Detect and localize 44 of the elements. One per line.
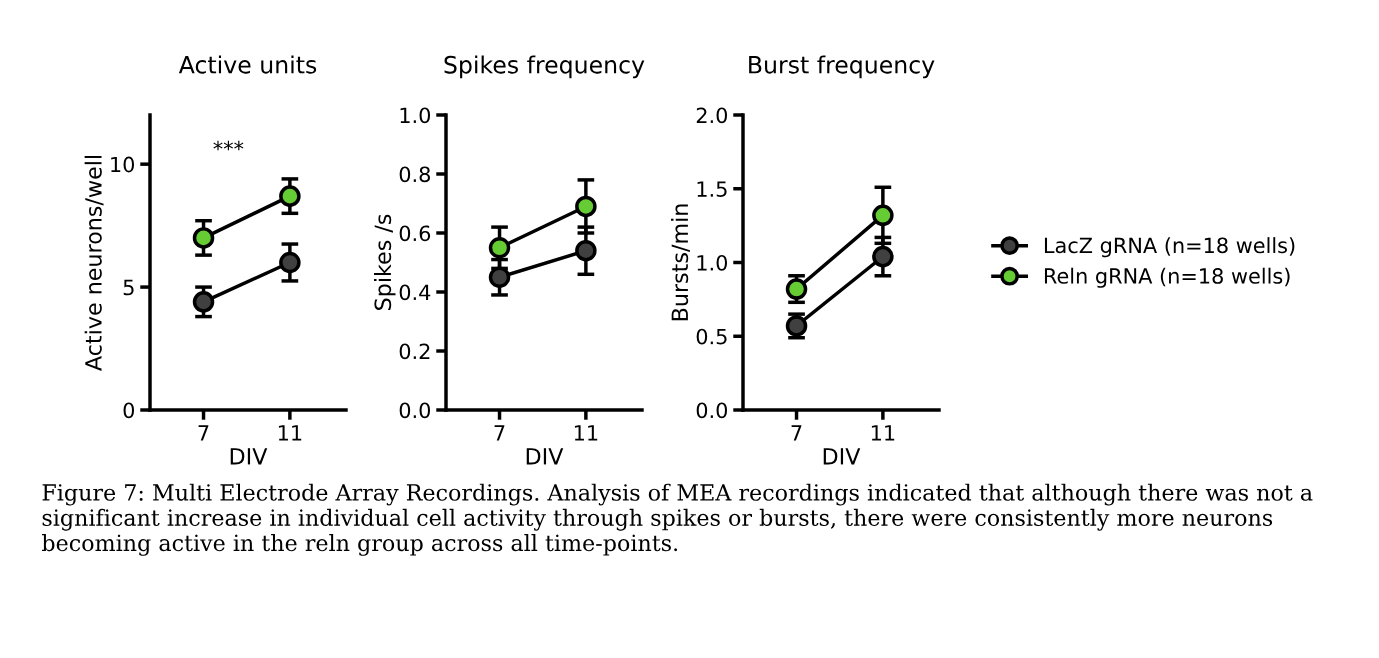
y-tick-label: 0.0	[696, 402, 728, 419]
point	[488, 236, 511, 259]
point	[575, 195, 597, 218]
point	[575, 239, 597, 262]
point	[872, 204, 894, 227]
x-axis-title: DIV	[823, 448, 861, 465]
point	[279, 251, 301, 274]
y-axis-title: Bursts/min	[671, 204, 690, 321]
y-tick-label: 0.2	[399, 343, 430, 360]
y-tick-label: 0	[123, 402, 135, 419]
chart-title: Active units	[178, 55, 317, 74]
y-tick-label: 0.4	[399, 284, 431, 301]
caption: Figure 7: Multi Electrode Array Recordings. Analysis of MEA recordings indicated that although there was not a significant increase in individual cell activity through spikes or bursts, there were consistently more neurons becoming active in the reln group across all time-points.	[42, 483, 1313, 556]
y-tick-label: 10	[111, 156, 135, 173]
x-tick-label: 7	[494, 425, 505, 441]
point	[872, 245, 894, 268]
legend-label: Reln gRNA (n=18 wells)	[1044, 267, 1290, 288]
y-tick-label: 1.0	[697, 254, 728, 271]
legend-label: LacZ gRNA (n=18 wells)	[1044, 237, 1295, 258]
y-tick-label: 0.6	[399, 225, 431, 242]
y-tick-label: 2.0	[696, 107, 728, 124]
chart-title: Spikes frequency	[444, 55, 645, 79]
y-tick-label: 0.0	[399, 402, 431, 419]
point	[785, 278, 808, 300]
x-tick-label: 11	[574, 425, 598, 441]
x-axis-title: DIV	[230, 448, 268, 465]
point	[192, 227, 215, 249]
y-axis-title: Active neurons/well	[84, 155, 104, 371]
y-tick-label: 0.8	[399, 166, 430, 183]
x-tick-label: 7	[198, 425, 209, 441]
x-axis-title: DIV	[526, 448, 564, 465]
y-axis-title: Spikes /s	[374, 214, 396, 310]
x-tick-label: 11	[871, 425, 895, 441]
point	[192, 291, 215, 313]
x-tick-label: 7	[791, 425, 802, 441]
y-tick-label: 1.0	[400, 107, 431, 124]
point	[488, 266, 511, 289]
y-tick-label: 1.5	[697, 181, 727, 197]
x-tick-label: 11	[278, 425, 302, 441]
y-tick-label: 0.5	[696, 328, 727, 345]
point	[279, 185, 301, 207]
y-tick-label: 5	[123, 279, 134, 296]
chart-title: Burst frequency	[749, 55, 935, 79]
annotation: ***	[213, 140, 244, 151]
